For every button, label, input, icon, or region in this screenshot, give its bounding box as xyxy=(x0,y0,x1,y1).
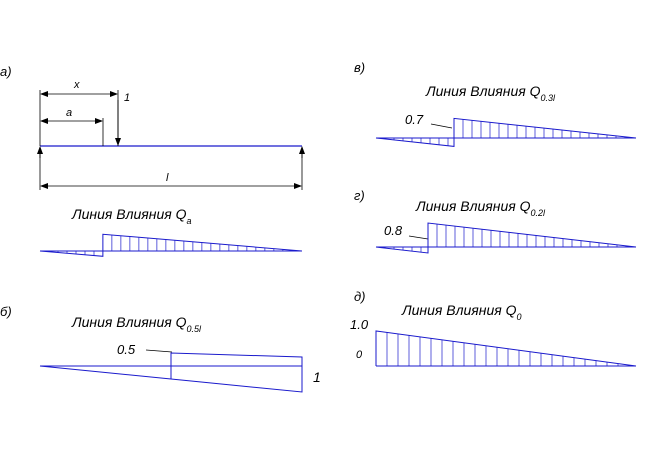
end-value-1: 1 xyxy=(313,369,321,385)
dim-x-label: x xyxy=(73,79,80,91)
il-negative-branch xyxy=(375,137,455,147)
panel-a: а) x a 1 l Линия Влияния Qa xyxy=(0,64,305,257)
il-negative-branch xyxy=(39,365,303,393)
il-positive-branch xyxy=(375,330,637,367)
unit-load-label: 1 xyxy=(124,92,130,104)
il-negative-branch xyxy=(39,250,104,257)
influence-line-q0 xyxy=(375,330,637,367)
influence-line-q03l xyxy=(375,117,637,147)
value-zero: 0 xyxy=(356,349,363,361)
value-05: 0.5 xyxy=(117,342,136,357)
panel-g: г) Линия Влияния Q0.2l 0.8 xyxy=(354,188,637,254)
il-negative-branch xyxy=(375,246,429,254)
value-10: 1.0 xyxy=(350,317,369,332)
caption-q0: Линия Влияния Q0 xyxy=(401,302,522,322)
influence-line-q05l xyxy=(39,352,303,393)
caption-q05l: Линия Влияния Q0.5l xyxy=(71,314,202,334)
il-positive-branch xyxy=(102,233,303,252)
panel-b-letter: б) xyxy=(0,304,12,319)
il-positive-branch xyxy=(453,117,637,139)
value-07: 0.7 xyxy=(405,112,424,127)
dim-l-label: l xyxy=(166,172,169,184)
caption-qa: Линия Влияния Qa xyxy=(71,206,192,226)
influence-line-q02l xyxy=(375,222,637,254)
panel-v-letter: в) xyxy=(354,60,365,75)
caption-q03l: Линия Влияния Q0.3l xyxy=(425,83,556,103)
value-08: 0.8 xyxy=(384,223,403,238)
il-positive-branch xyxy=(170,352,303,379)
il-positive-branch xyxy=(427,222,637,248)
panel-g-letter: г) xyxy=(354,188,365,203)
value-08-leader xyxy=(408,235,429,240)
panel-v: в) Линия Влияния Q0.3l 0.7 xyxy=(354,60,637,147)
influence-line-qa xyxy=(39,233,303,257)
panel-a-letter: а) xyxy=(0,64,12,79)
caption-q02l: Линия Влияния Q0.2l xyxy=(415,198,546,218)
dim-a-label: a xyxy=(66,107,72,119)
panel-d: д) Линия Влияния Q0 1.0 0 xyxy=(350,289,637,367)
panel-b: б) Линия Влияния Q0.5l 0.5 1 xyxy=(0,304,321,393)
panel-d-letter: д) xyxy=(354,289,366,304)
value-07-leader xyxy=(430,123,453,129)
value-05-leader xyxy=(145,349,173,353)
